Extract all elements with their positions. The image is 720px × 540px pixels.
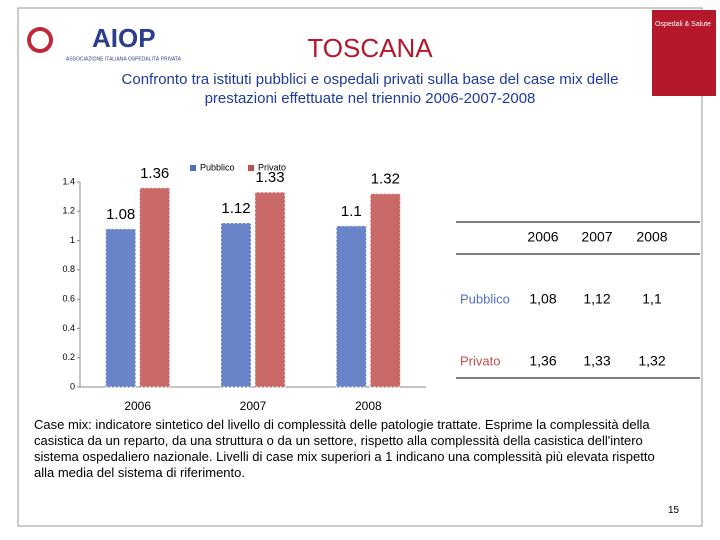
table-row-label: Pubblico	[460, 291, 510, 306]
y-tick-label: 0.6	[62, 294, 75, 304]
table-cell: 1,33	[583, 353, 610, 369]
data-label: 1.36	[140, 165, 169, 182]
table-cell: 1,1	[642, 291, 662, 307]
data-label: 1.33	[255, 169, 284, 186]
bar	[254, 191, 286, 388]
x-tick-label: 2007	[240, 399, 267, 413]
y-tick-label: 1	[70, 235, 75, 245]
bar	[220, 222, 252, 388]
bar	[139, 187, 171, 388]
logo-emblem-inner	[31, 31, 49, 49]
table-row-label: Privato	[460, 353, 500, 368]
page-number: 15	[668, 505, 680, 516]
logo-subtitle: ASSOCIAZIONE ITALIANA OSPEDALITÀ PRIVATA	[66, 55, 182, 62]
x-tick-label: 2006	[124, 399, 151, 413]
bar	[335, 225, 367, 388]
slide-title: TOSCANA	[307, 33, 433, 63]
table-header: 2006	[527, 229, 558, 245]
y-tick-label: 0	[70, 381, 75, 391]
y-tick-label: 0.2	[62, 352, 75, 362]
bar	[369, 193, 401, 388]
table-cell: 1,08	[529, 291, 556, 307]
legend-label: Privato	[258, 162, 286, 172]
data-label: 1.08	[106, 206, 135, 223]
table-header: 2008	[636, 229, 667, 245]
slide-note: Case mix: indicatore sintetico del livel…	[34, 417, 655, 480]
logo-name: AIOP	[92, 23, 156, 53]
table-header: 2007	[581, 229, 612, 245]
table-cell: 1,32	[638, 353, 665, 369]
cover	[652, 10, 716, 96]
cover-title: Ospedali & Salute	[655, 21, 711, 28]
y-tick-label: 0.8	[62, 264, 75, 274]
data-label: 1.1	[341, 203, 362, 220]
legend-swatch	[190, 165, 196, 171]
bar	[105, 228, 137, 388]
data-label: 1.32	[371, 171, 400, 188]
frame	[17, 7, 703, 527]
legend-swatch	[248, 165, 254, 171]
y-tick-label: 1.2	[62, 206, 75, 216]
y-tick-label: 0.4	[62, 323, 75, 333]
x-tick-label: 2008	[355, 399, 382, 413]
legend-label: Pubblico	[200, 162, 235, 172]
y-tick-label: 1.4	[62, 176, 75, 186]
data-label: 1.12	[221, 200, 250, 217]
table-cell: 1,36	[529, 353, 556, 369]
table-cell: 1,12	[583, 291, 610, 307]
slide-subtitle: Confronto tra istituti pubblici e ospeda…	[121, 71, 619, 107]
